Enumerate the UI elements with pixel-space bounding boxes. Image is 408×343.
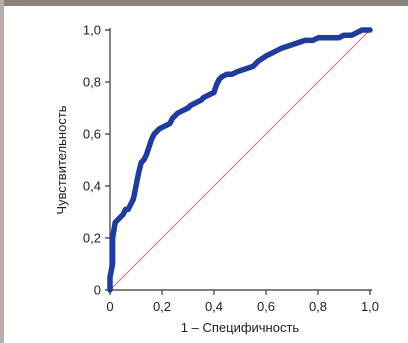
left-rule	[0, 0, 4, 343]
top-rule	[0, 0, 408, 6]
x-tick-label: 0,8	[309, 299, 327, 314]
x-tick-label: 0	[106, 299, 113, 314]
y-tick-label: 0	[94, 283, 101, 298]
reference-diagonal-line	[109, 29, 371, 291]
y-axis-title: Чувствительность	[54, 105, 69, 214]
roc-curve-line	[107, 27, 373, 293]
y-tick-label: 0,4	[83, 179, 101, 194]
x-tick-label: 0,6	[257, 299, 275, 314]
x-tick-label: 0,2	[153, 299, 171, 314]
plot-layer: 0 0,2 0,4 0,6 0,8 1,0 0 0,2 0,4 0,6 0,8 1,0	[83, 23, 379, 315]
x-tick-label: 0,4	[205, 299, 223, 314]
x-axis-title: 1 – Специфичность	[181, 320, 300, 335]
y-tick-label: 1,0	[83, 23, 101, 38]
y-tick-label: 0,8	[83, 75, 101, 90]
x-tick-label: 1,0	[361, 299, 379, 314]
y-tick-label: 0,6	[83, 127, 101, 142]
y-tick-label: 0,2	[83, 231, 101, 246]
